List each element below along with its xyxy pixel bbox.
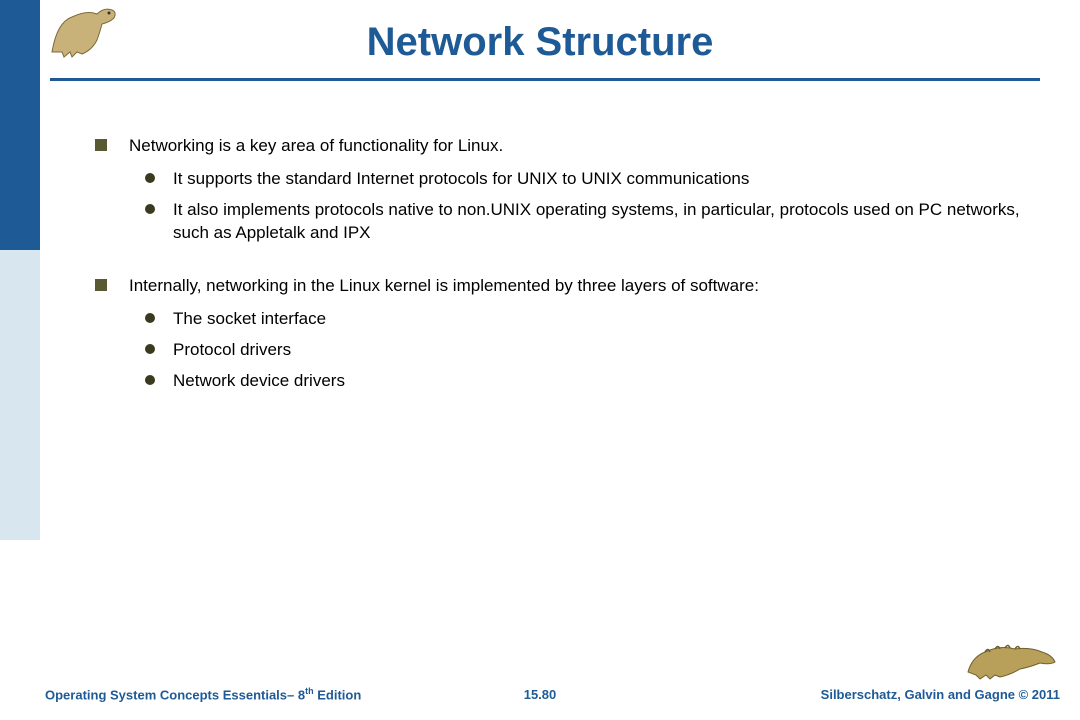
sub-bullet: Network device drivers xyxy=(145,370,1035,393)
sidebar-accent-bottom xyxy=(0,250,40,540)
sub-bullet: Protocol drivers xyxy=(145,339,1035,362)
sub-bullet-text: Network device drivers xyxy=(173,370,345,393)
sub-bullet: It supports the standard Internet protoc… xyxy=(145,168,1035,191)
square-bullet-icon xyxy=(95,139,107,151)
sub-bullet: The socket interface xyxy=(145,308,1035,331)
slide: Network Structure Networking is a key ar… xyxy=(0,0,1080,720)
circle-bullet-icon xyxy=(145,173,155,183)
circle-bullet-icon xyxy=(145,313,155,323)
slide-content: Networking is a key area of functionalit… xyxy=(95,135,1035,401)
title-rule xyxy=(50,78,1040,81)
bullet-2-text: Internally, networking in the Linux kern… xyxy=(129,275,759,298)
bullet-1: Networking is a key area of functionalit… xyxy=(95,135,1035,158)
circle-bullet-icon xyxy=(145,344,155,354)
footer-copyright: Silberschatz, Galvin and Gagne © 2011 xyxy=(821,687,1060,702)
sub-bullet-text: Protocol drivers xyxy=(173,339,291,362)
slide-title: Network Structure xyxy=(0,20,1080,65)
circle-bullet-icon xyxy=(145,375,155,385)
sub-bullet-text: It also implements protocols native to n… xyxy=(173,199,1035,245)
dinosaur-bottom-icon xyxy=(960,627,1060,682)
square-bullet-icon xyxy=(95,279,107,291)
sub-bullet-text: The socket interface xyxy=(173,308,326,331)
sub-bullet-text: It supports the standard Internet protoc… xyxy=(173,168,749,191)
circle-bullet-icon xyxy=(145,204,155,214)
bullet-1-text: Networking is a key area of functionalit… xyxy=(129,135,503,158)
sub-bullet: It also implements protocols native to n… xyxy=(145,199,1035,245)
bullet-2: Internally, networking in the Linux kern… xyxy=(95,275,1035,298)
